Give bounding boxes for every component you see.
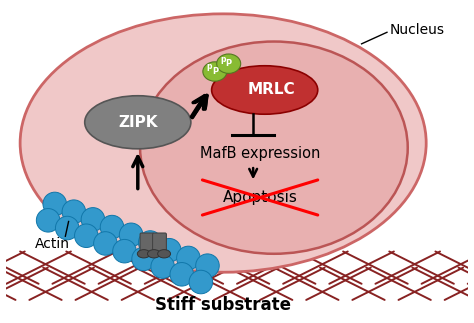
Text: p: p — [220, 55, 226, 64]
Ellipse shape — [158, 250, 171, 258]
FancyBboxPatch shape — [140, 233, 154, 255]
Circle shape — [100, 215, 124, 239]
Circle shape — [81, 208, 105, 231]
Text: Apoptosis: Apoptosis — [223, 190, 298, 205]
Ellipse shape — [147, 250, 160, 258]
Text: Stiff substrate: Stiff substrate — [155, 297, 291, 315]
Ellipse shape — [203, 62, 227, 81]
Ellipse shape — [217, 54, 241, 73]
Circle shape — [157, 238, 181, 262]
Text: Nucleus: Nucleus — [389, 23, 444, 37]
Circle shape — [94, 232, 117, 255]
Circle shape — [74, 224, 98, 247]
Circle shape — [119, 223, 143, 246]
Ellipse shape — [211, 66, 318, 114]
Circle shape — [43, 192, 66, 216]
Circle shape — [55, 216, 79, 240]
Ellipse shape — [85, 96, 191, 149]
Circle shape — [132, 247, 155, 271]
Ellipse shape — [20, 14, 426, 272]
Circle shape — [36, 209, 60, 232]
Circle shape — [138, 231, 162, 254]
Ellipse shape — [140, 42, 408, 254]
Circle shape — [62, 200, 86, 224]
Circle shape — [151, 255, 174, 278]
Text: MRLC: MRLC — [248, 82, 295, 98]
Ellipse shape — [137, 250, 150, 258]
Text: ZIPK: ZIPK — [118, 115, 157, 130]
Circle shape — [189, 270, 213, 294]
Text: P: P — [212, 67, 218, 76]
Circle shape — [113, 239, 136, 263]
Text: MafB expression: MafB expression — [200, 146, 320, 161]
Text: p: p — [207, 62, 212, 71]
Text: P: P — [226, 59, 232, 68]
Circle shape — [170, 263, 193, 286]
Text: Actin: Actin — [35, 237, 70, 251]
Circle shape — [196, 254, 219, 277]
FancyBboxPatch shape — [153, 233, 166, 255]
Circle shape — [177, 246, 200, 270]
